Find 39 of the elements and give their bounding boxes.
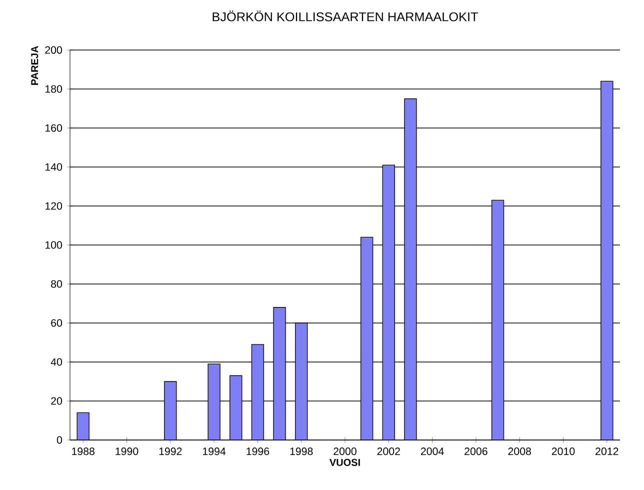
- x-tick-label: 2008: [508, 448, 531, 456]
- y-tick-label: 160: [45, 124, 62, 132]
- x-tick-label: 1988: [72, 448, 94, 456]
- bar: [164, 381, 177, 440]
- x-tick-label: 2000: [334, 448, 356, 456]
- x-axis-title: VUOSI: [330, 458, 360, 466]
- y-tick-label: 140: [45, 163, 62, 171]
- x-tick-label: 1992: [159, 448, 182, 456]
- bar: [600, 80, 614, 440]
- x-tick-label: 2012: [596, 448, 618, 456]
- x-tick-label: 2010: [552, 448, 575, 456]
- x-tick-label: 1998: [290, 448, 313, 456]
- bar: [208, 364, 220, 440]
- bar: [295, 322, 308, 440]
- y-axis-title: PAREJA: [31, 46, 38, 85]
- x-tick-label: 2006: [464, 448, 488, 456]
- bar: [230, 375, 242, 440]
- bar: [491, 200, 504, 440]
- x-tick-label: 1990: [116, 448, 138, 456]
- y-tick-label: 200: [45, 46, 62, 54]
- x-tick-label: 2004: [420, 448, 444, 456]
- x-tick-label: 1994: [203, 448, 226, 456]
- x-tick-label: 1996: [246, 448, 270, 456]
- bar: [273, 307, 286, 440]
- bar: [382, 164, 395, 440]
- y-tick-label: 0: [56, 436, 62, 444]
- y-tick-label: 40: [50, 358, 62, 366]
- bar: [404, 98, 417, 440]
- bar: [360, 236, 374, 440]
- y-tick-label: 120: [45, 202, 62, 210]
- y-tick-label: 100: [45, 241, 62, 249]
- bar: [76, 412, 90, 440]
- chart-title: BJÖRKÖN KOILLISSAARTEN HARMAALOKIT: [212, 10, 478, 22]
- bar: [251, 344, 264, 440]
- y-tick-label: 180: [45, 85, 62, 93]
- y-tick-label: 20: [51, 397, 62, 405]
- x-tick-label: 2002: [377, 448, 400, 456]
- y-tick-label: 80: [51, 280, 62, 288]
- y-tick-label: 60: [51, 319, 62, 327]
